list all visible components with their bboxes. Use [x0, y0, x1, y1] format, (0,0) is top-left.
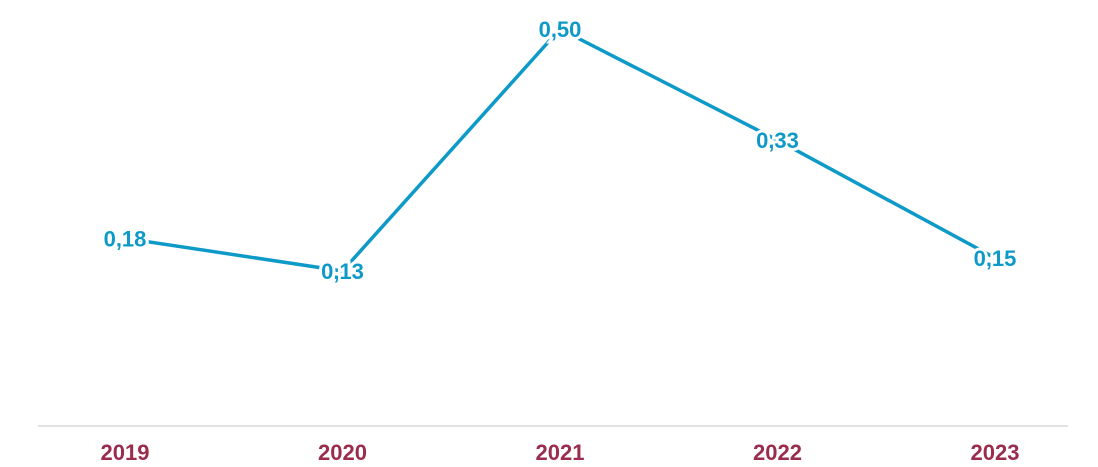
data-label-2023: 0,15: [974, 246, 1017, 271]
x-tick-label-2021: 2021: [536, 440, 585, 465]
data-label-2021: 0,50: [539, 17, 582, 42]
data-label-2019: 0,18: [104, 226, 147, 251]
x-tick-label-2022: 2022: [753, 440, 802, 465]
x-tick-labels: 2019 2020 2021 2022 2023: [101, 440, 1020, 465]
data-labels: 0,18 0,13 0,50 0,33 0,15: [101, 14, 1020, 287]
series-line: [123, 27, 997, 273]
x-tick-label-2023: 2023: [971, 440, 1020, 465]
data-label-2020: 0,13: [321, 259, 364, 284]
x-tick-label-2020: 2020: [318, 440, 367, 465]
x-tick-label-2019: 2019: [101, 440, 150, 465]
data-label-2022: 0,33: [756, 128, 799, 153]
